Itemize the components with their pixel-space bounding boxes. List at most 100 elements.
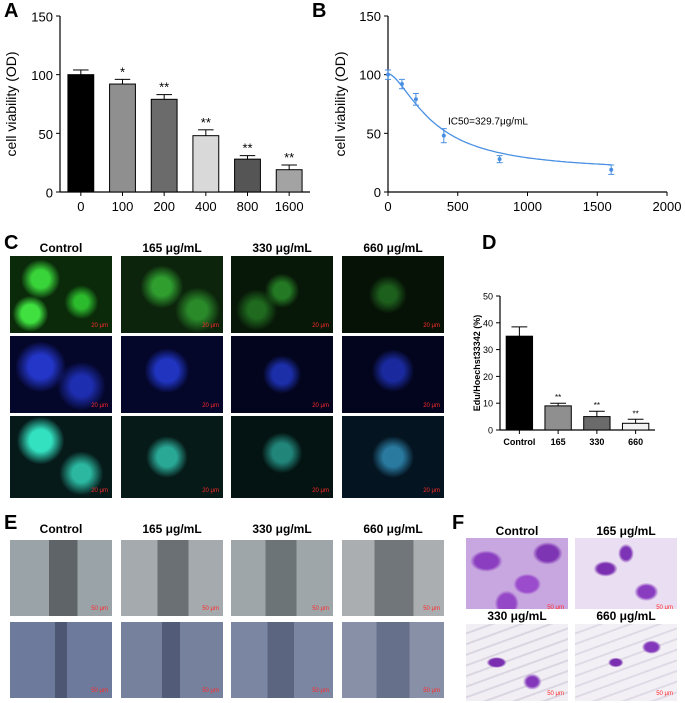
x-tick-label: 1000 — [513, 199, 542, 214]
x-tick-label: 800 — [237, 199, 259, 214]
x-tick-label: Control — [503, 437, 535, 447]
x-tick-label: 660 — [628, 437, 643, 447]
wound-image-24h-control: 50 μm — [10, 540, 112, 616]
y-tick-label: 0 — [374, 185, 381, 200]
chart-d-edu-hoechst-bar: 0 10 20 30 40 50 Control ** 165 ** 330 ** 660 Edu/Hoe… — [472, 292, 655, 447]
micrograph-c-merge-660: 20 μm — [342, 416, 444, 498]
bar-Control — [505, 335, 534, 431]
scale-bar-label: 20 μm — [202, 403, 219, 409]
significance-mark: ** — [242, 141, 252, 156]
data-point — [386, 72, 390, 77]
panel-letter-a: A — [4, 0, 19, 22]
transwell-image-660: 50 μm — [575, 624, 677, 701]
data-point — [441, 133, 446, 138]
micrograph-c-blue-control: 20 μm — [10, 336, 112, 413]
wound-image-48h-660: 50 μm — [342, 622, 444, 698]
micrograph-c-merge-control: 20 μm — [10, 416, 112, 498]
x-tick-label: 200 — [153, 199, 175, 214]
scale-bar-label: 20 μm — [312, 488, 329, 494]
significance-mark: ** — [555, 393, 561, 402]
panel-e-header-330: 330 μg/mL — [252, 522, 312, 536]
micrograph-c-green-330: 20 μm — [231, 256, 333, 333]
significance-mark: ** — [159, 80, 169, 95]
ic50-annotation: IC50=329.7μg/mL — [448, 117, 528, 128]
panel-c-header-165: 165 μg/mL — [142, 241, 202, 255]
y-tick-label: 100 — [359, 68, 381, 83]
scale-bar-label: 20 μm — [202, 323, 219, 329]
y-tick-label: 30 — [483, 345, 493, 355]
wound-image-48h-330: 50 μm — [231, 622, 333, 698]
scale-bar-label: 50 μm — [202, 688, 219, 694]
y-tick-label: 10 — [483, 399, 493, 409]
x-tick-label: 400 — [195, 199, 217, 214]
panel-c-header-control: Control — [39, 241, 83, 255]
bar-330 — [583, 416, 611, 431]
x-tick-label: 1600 — [275, 199, 304, 214]
significance-mark: ** — [201, 115, 211, 130]
x-tick-label: 0 — [77, 199, 84, 214]
scale-bar-label: 50 μm — [91, 688, 108, 694]
scale-bar-label: 20 μm — [91, 323, 108, 329]
y-tick-label: 0 — [488, 426, 493, 436]
scale-bar-label: 50 μm — [202, 606, 219, 612]
panel-letter-c: C — [4, 232, 19, 254]
y-axis-label: cell viability (OD) — [3, 51, 19, 156]
scale-bar-label: 50 μm — [656, 691, 673, 697]
panel-c-header-660: 660 μg/mL — [363, 241, 423, 255]
data-point — [399, 82, 404, 87]
x-tick-label: 2000 — [653, 199, 682, 214]
scale-bar-label: 20 μm — [312, 323, 329, 329]
micrograph-c-merge-330: 20 μm — [231, 416, 333, 498]
x-tick-label: 165 — [551, 437, 566, 447]
y-axis-label: Edu/Hoechst33342 (%) — [472, 315, 482, 412]
micrograph-c-blue-330: 20 μm — [231, 336, 333, 413]
scale-bar-label: 20 μm — [423, 323, 440, 329]
panel-f-label-165: 165 μg/mL — [596, 524, 656, 538]
scale-bar-label: 50 μm — [91, 606, 108, 612]
scale-bar-label: 50 μm — [547, 605, 564, 611]
bar-800 — [234, 158, 261, 193]
data-point — [609, 167, 614, 172]
scale-bar-label: 20 μm — [312, 403, 329, 409]
panel-letter-b: B — [312, 0, 327, 22]
wound-image-48h-165: 50 μm — [121, 622, 223, 698]
data-point — [497, 157, 502, 162]
scale-bar-label: 20 μm — [423, 488, 440, 494]
transwell-image-165: 50 μm — [575, 538, 677, 615]
chart-a-cell-viability-bar: 0 50 100 150 0 * 100 ** 200 ** 400 ** 800 ** 1600 cell … — [3, 10, 310, 214]
scale-bar-label: 50 μm — [312, 606, 329, 612]
panel-e-header-165: 165 μg/mL — [142, 522, 202, 536]
bar-660 — [621, 422, 650, 431]
scale-bar-label: 50 μm — [656, 605, 673, 611]
micrograph-c-green-660: 20 μm — [342, 256, 444, 333]
micrograph-c-green-165: 20 μm — [121, 256, 223, 333]
panel-letter-d: D — [482, 232, 497, 254]
wound-image-24h-330: 50 μm — [231, 540, 333, 616]
micrograph-c-green-control: 20 μm — [10, 256, 112, 333]
bar-400 — [192, 135, 220, 193]
y-tick-label: 150 — [31, 10, 53, 25]
bar-200 — [150, 98, 178, 193]
transwell-image-330: 50 μm — [466, 624, 568, 701]
bar-165 — [544, 405, 572, 431]
significance-mark: ** — [284, 150, 294, 165]
y-tick-label: 50 — [483, 292, 493, 302]
y-tick-label: 150 — [359, 9, 381, 24]
x-tick-label: 100 — [112, 199, 134, 214]
scale-bar-label: 50 μm — [312, 688, 329, 694]
panel-e-header-660: 660 μg/mL — [363, 522, 423, 536]
scale-bar-label: 20 μm — [423, 403, 440, 409]
panel-f-label-330: 330 μg/mL — [466, 609, 568, 623]
y-axis-label: cell viability (OD) — [332, 51, 348, 156]
x-tick-label: 330 — [589, 437, 604, 447]
fitted-curve — [387, 72, 612, 166]
bar-100 — [109, 83, 136, 193]
wound-image-24h-660: 50 μm — [342, 540, 444, 616]
bar-1600 — [275, 169, 303, 193]
scale-bar-label: 20 μm — [91, 488, 108, 494]
scale-bar-label: 50 μm — [547, 691, 564, 697]
significance-mark: ** — [633, 409, 639, 418]
panel-letter-f: F — [452, 512, 465, 534]
panel-f-label-control: Control — [495, 524, 539, 538]
